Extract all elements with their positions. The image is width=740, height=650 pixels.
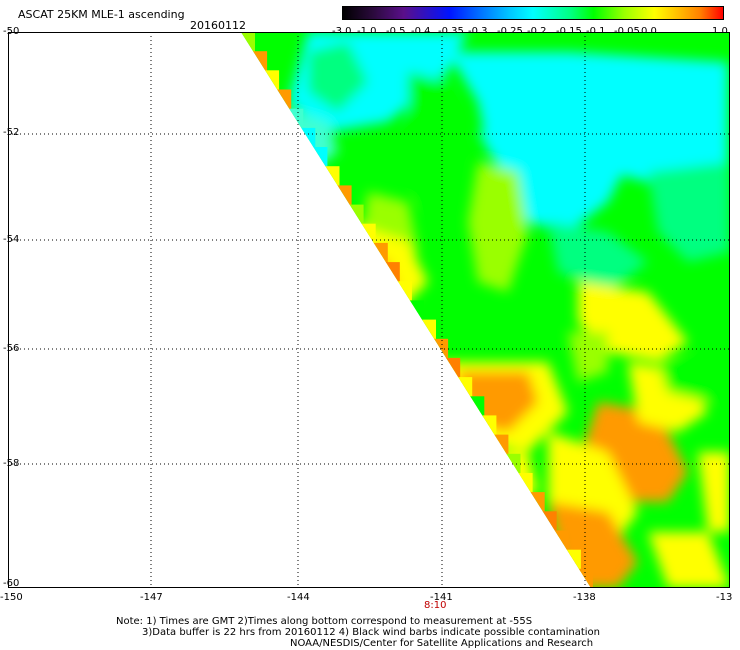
- note-line-2: 3)Data buffer is 22 hrs from 20160112 4)…: [142, 627, 600, 638]
- colorbar-label: -0.05: [614, 26, 640, 37]
- edge-cell: [251, 51, 268, 72]
- colorbar-label: -0.4: [411, 26, 431, 37]
- edge-cell: [492, 434, 509, 455]
- lat-label: -50: [3, 26, 20, 37]
- edge-cell: [516, 473, 533, 494]
- wind-field: [241, 32, 730, 588]
- colorbar-label: 0.0: [641, 26, 657, 37]
- field-patch: [408, 72, 458, 212]
- field-patch: [478, 122, 628, 232]
- note-line-3: NOAA/NESDIS/Center for Satellite Applica…: [290, 638, 594, 649]
- note-line-1: Note: 1) Times are GMT 2)Times along bot…: [116, 616, 533, 627]
- lon-label: -144: [287, 592, 310, 603]
- lon-label: -150: [0, 592, 23, 603]
- colorbar-label: -0.15: [556, 26, 582, 37]
- edge-cell: [480, 415, 497, 436]
- field-patch: [658, 362, 730, 402]
- field-patch: [308, 42, 368, 112]
- edge-cell: [420, 319, 436, 340]
- colorbar-label: -1.0: [357, 26, 377, 37]
- edge-cell: [287, 108, 304, 129]
- colorbar-label: -0.3: [468, 26, 488, 37]
- colorbar-label: -0.25: [497, 26, 523, 37]
- edge-cell: [311, 147, 328, 168]
- edge-cell: [323, 166, 340, 187]
- edge-cell: [564, 549, 581, 570]
- edge-cell: [408, 300, 424, 321]
- edge-cell: [383, 262, 400, 283]
- lon-label: -147: [140, 592, 163, 603]
- map-title: ASCAT 25KM MLE-1 ascending: [18, 8, 185, 21]
- field-patch: [648, 532, 730, 588]
- edge-cell: [444, 357, 461, 379]
- lat-label: -56: [3, 343, 20, 354]
- lon-label: -141: [430, 592, 453, 603]
- edge-cell: [468, 396, 485, 417]
- lat-label: -60: [3, 578, 20, 589]
- edge-cell: [552, 530, 569, 551]
- lat-label: -52: [3, 127, 20, 138]
- colorbar-label: -0.1: [586, 26, 606, 37]
- edge-cell: [347, 204, 364, 225]
- colorbar-label: -0.2: [527, 26, 547, 37]
- map-date: 20160112: [190, 19, 246, 32]
- edge-cell: [263, 70, 280, 91]
- colorbar: [342, 6, 724, 20]
- lat-label: -54: [3, 234, 20, 245]
- grid-lines: [8, 32, 730, 588]
- time-label: 8:10: [424, 600, 447, 611]
- lat-label: -58: [3, 458, 20, 469]
- plot-frame: [8, 32, 730, 588]
- edge-cell: [456, 377, 473, 398]
- colorbar-label: -3.0: [332, 26, 352, 37]
- lon-label: -138: [573, 592, 596, 603]
- edge-cell: [540, 511, 557, 532]
- lon-label: -13: [716, 592, 733, 603]
- field-patch: [468, 162, 528, 292]
- edge-cell: [335, 185, 352, 206]
- edge-cell: [299, 127, 316, 149]
- field-patch: [568, 332, 608, 382]
- colorbar-label: -0.5: [386, 26, 406, 37]
- field-patch: [698, 452, 730, 532]
- edge-cell: [528, 492, 545, 513]
- edge-cell: [359, 223, 376, 244]
- edge-cell: [371, 242, 388, 264]
- colorbar-label: -0.35: [438, 26, 464, 37]
- edge-cell: [395, 281, 412, 302]
- field-patch: [648, 162, 730, 262]
- edge-cell: [275, 89, 292, 110]
- map-plot: [8, 32, 730, 588]
- edge-cell: [241, 32, 255, 53]
- field-patch: [558, 62, 618, 142]
- edge-cell: [576, 568, 593, 588]
- colorbar-label: 1.0: [712, 26, 728, 37]
